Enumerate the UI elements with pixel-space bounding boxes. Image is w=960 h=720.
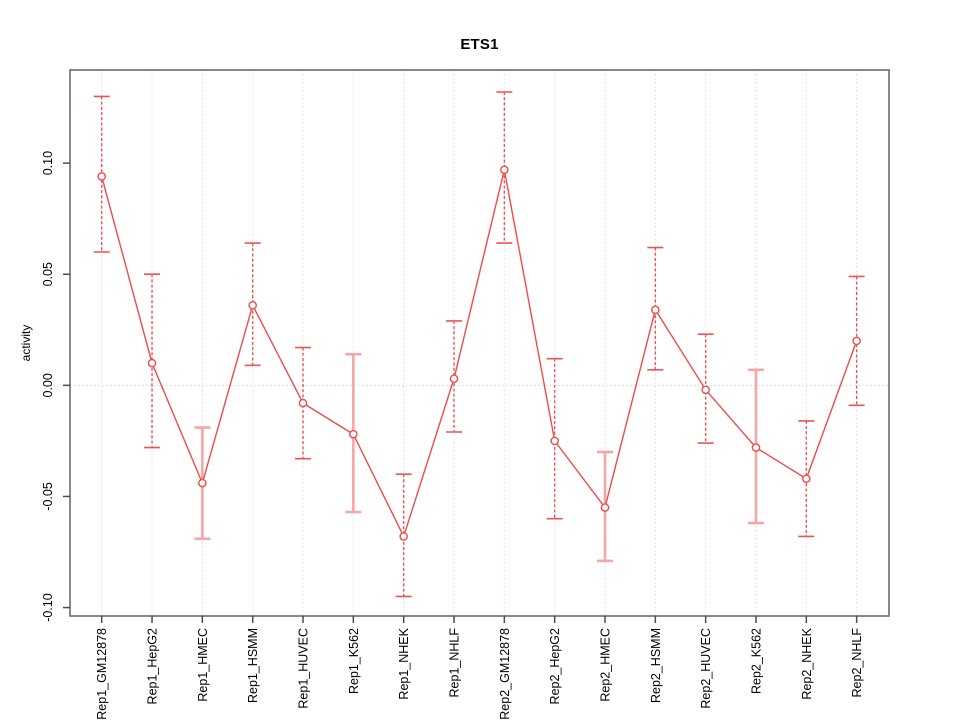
data-point: [751, 443, 761, 452]
data-point: [198, 478, 207, 488]
y-tick-label: -0.05: [41, 482, 55, 511]
data-point: [701, 385, 710, 395]
x-tick-label: Rep1_HepG2: [146, 628, 160, 704]
data-point: [298, 398, 308, 408]
y-tick-label: -0.10: [41, 593, 55, 622]
data-point: [802, 474, 811, 483]
x-tick-label: Rep1_HSMM: [246, 628, 260, 703]
x-tick-label: Rep2_NHEK: [800, 627, 814, 699]
x-tick-label: Rep2_HSMM: [649, 628, 663, 703]
data-point: [500, 165, 509, 175]
data-point: [349, 429, 358, 439]
x-tick-label: Rep1_HMEC: [196, 628, 210, 702]
chart-title: ETS1: [460, 36, 499, 53]
x-tick-label: Rep1_NHLF: [448, 628, 462, 698]
x-tick-label: Rep2_HUVEC: [699, 628, 713, 709]
x-tick-label: Rep1_NHEK: [397, 627, 411, 699]
x-tick-label: Rep2_GM12878: [498, 628, 512, 720]
x-tick-label: Rep1_GM12878: [95, 628, 109, 720]
data-point: [550, 436, 559, 446]
x-tick-label: Rep2_HMEC: [599, 628, 613, 702]
data-point: [449, 374, 459, 383]
y-axis-label: activity: [19, 324, 33, 362]
data-point: [651, 305, 660, 315]
plot-border: [69, 69, 890, 617]
data-point: [399, 532, 408, 541]
y-tick-label: 0.00: [41, 373, 55, 397]
y-tick-label: 0.10: [41, 151, 55, 175]
x-tick-label: Rep1_K562: [347, 628, 361, 694]
y-tick-label: 0.05: [41, 262, 55, 286]
data-point: [97, 172, 106, 181]
data-point: [248, 301, 257, 310]
data-point: [852, 336, 861, 346]
data-point: [147, 358, 157, 368]
x-tick-label: Rep2_HepG2: [548, 628, 562, 704]
x-tick-label: Rep1_HUVEC: [297, 628, 311, 709]
x-tick-label: Rep2_NHLF: [850, 628, 864, 698]
data-point: [600, 503, 610, 512]
data-line: [101, 169, 858, 539]
x-tick-label: Rep2_K562: [749, 628, 763, 694]
